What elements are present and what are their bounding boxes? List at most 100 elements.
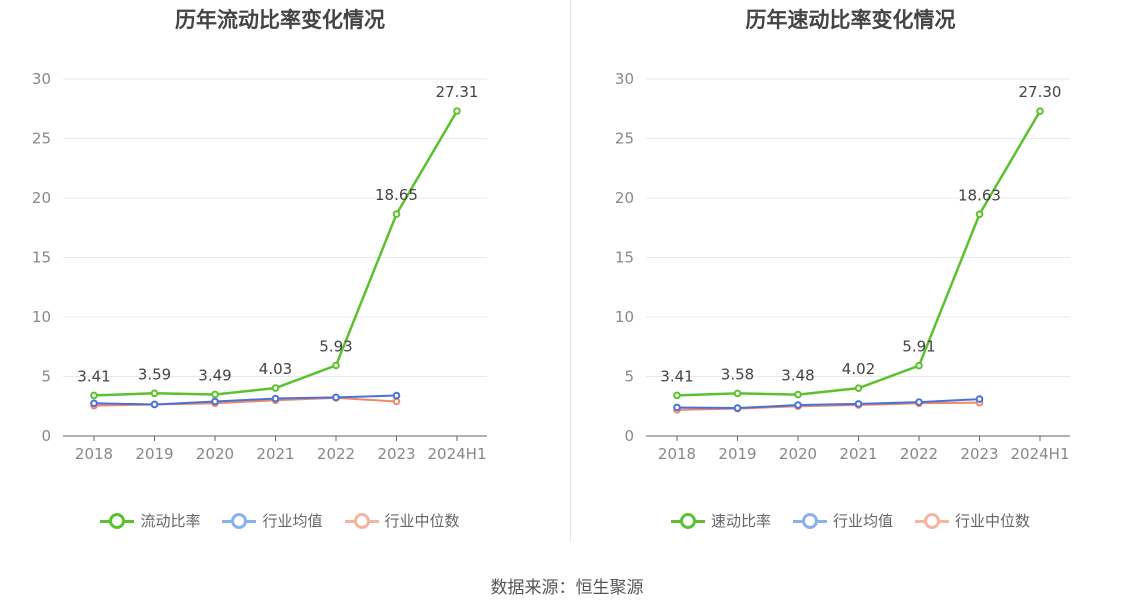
x-tick-label: 2020 [779, 445, 817, 463]
data-label: 3.58 [721, 365, 754, 383]
x-tick-label: 2022 [900, 445, 938, 463]
legend-line-icon [100, 512, 135, 529]
data-source-note: 数据来源：恒生聚源 [490, 578, 644, 598]
series-line-1 [676, 398, 980, 410]
data-point [90, 399, 98, 408]
chart-panel-current-ratio: 历年流动比率变化情况 0 5 10 15 20 25 30 2018 2019 2020 2021 2… [0, 0, 567, 550]
data-point [392, 391, 401, 400]
data-point [673, 391, 681, 400]
chart-panel-quick-ratio: 历年速动比率变化情况 0 5 10 15 20 25 30 2018 2019 2020 2021 2… [567, 0, 1134, 550]
x-tick-label: 2019 [718, 445, 756, 463]
legend-label: 流动比率 [140, 512, 201, 530]
legend-item-industry-median[interactable]: 行业中位数 [344, 510, 460, 531]
data-label: 3.49 [198, 366, 231, 384]
data-point [392, 397, 401, 406]
data-label: 4.02 [842, 360, 875, 378]
data-point [794, 401, 802, 409]
data-point [332, 361, 340, 370]
data-point [915, 361, 923, 370]
series-line-0 [93, 110, 459, 397]
data-label: 3.41 [660, 367, 693, 385]
y-tick-label: 15 [32, 249, 51, 267]
y-tick-label: 10 [615, 308, 634, 326]
x-tick-label: 2020 [196, 445, 234, 463]
series-line-1 [93, 394, 397, 406]
legend-line-icon [222, 512, 257, 529]
legend-label: 速动比率 [710, 512, 771, 530]
data-label: 5.93 [319, 337, 352, 355]
legend-item-industry-avg[interactable]: 行业均值 [792, 510, 893, 531]
y-tick-label: 0 [624, 427, 634, 445]
legend-line-icon [670, 512, 705, 529]
legend-line-icon [915, 512, 949, 529]
data-point [271, 394, 280, 403]
x-tick-label: 2022 [317, 445, 355, 463]
chart-title: 历年速动比率变化情况 [745, 8, 956, 32]
data-label: 27.31 [436, 83, 479, 101]
panel-divider [570, 0, 571, 542]
data-label: 3.48 [781, 367, 814, 385]
legend-label: 行业均值 [832, 512, 893, 530]
legend-line-icon [344, 512, 379, 529]
data-point [332, 393, 340, 402]
legend-item-primary[interactable]: 流动比率 [100, 510, 200, 531]
legend-item-primary[interactable]: 速动比率 [670, 510, 771, 531]
legend: 速动比率 行业均值 行业中位数 [567, 510, 1134, 531]
x-tick-label: 2023 [377, 445, 415, 463]
y-tick-label: 0 [41, 427, 51, 445]
data-point [271, 384, 280, 392]
x-tick-label: 2021 [256, 445, 294, 463]
quick-ratio-chart: 0 5 10 15 20 25 30 2018 2019 2020 2021 2022 2023 2024… [615, 70, 1070, 463]
data-label: 4.03 [259, 360, 292, 378]
data-point [90, 391, 98, 400]
data-label: 27.30 [1019, 83, 1062, 101]
data-point [854, 384, 863, 392]
x-tick-label: 2024H1 [1011, 445, 1070, 463]
data-label: 18.63 [958, 186, 1001, 204]
x-tick-label: 2024H1 [428, 445, 487, 463]
data-point [211, 397, 219, 406]
legend-item-industry-median[interactable]: 行业中位数 [915, 510, 1030, 531]
legend-label: 行业中位数 [955, 512, 1031, 530]
data-label: 5.91 [902, 338, 935, 356]
legend: 流动比率 行业均值 行业中位数 [0, 510, 560, 531]
y-tick-label: 20 [32, 189, 51, 207]
data-point [1036, 107, 1044, 115]
y-tick-label: 25 [615, 130, 634, 148]
data-point [733, 404, 742, 412]
data-point [854, 400, 863, 408]
y-tick-label: 30 [615, 70, 634, 88]
data-label: 3.41 [77, 367, 110, 385]
data-point [453, 107, 461, 115]
data-point [794, 390, 802, 399]
current-ratio-chart: 0 5 10 15 20 25 30 2018 2019 2020 2021 2022 2023 2024… [32, 70, 487, 463]
legend-line-icon [792, 512, 827, 529]
x-tick-label: 2019 [135, 445, 173, 463]
legend-label: 行业均值 [262, 512, 323, 530]
x-tick-label: 2021 [839, 445, 877, 463]
y-tick-label: 25 [32, 130, 51, 148]
data-point [211, 390, 219, 399]
y-tick-label: 20 [615, 189, 634, 207]
data-point [975, 395, 984, 403]
series-line-0 [676, 110, 1042, 397]
legend-item-industry-avg[interactable]: 行业均值 [222, 510, 323, 531]
legend-label: 行业中位数 [384, 512, 460, 530]
y-tick-label: 5 [41, 368, 51, 386]
data-point [975, 210, 984, 219]
x-tick-label: 2018 [658, 445, 696, 463]
data-point [915, 398, 923, 406]
y-tick-label: 10 [32, 308, 51, 326]
data-label: 18.65 [375, 186, 418, 204]
y-tick-label: 30 [32, 70, 51, 88]
data-point [150, 400, 159, 409]
data-label: 3.59 [138, 365, 171, 383]
chart-title: 历年流动比率变化情况 [175, 8, 385, 32]
x-tick-label: 2018 [75, 445, 113, 463]
y-tick-label: 5 [624, 368, 634, 386]
data-point [673, 403, 681, 412]
data-point [150, 389, 159, 398]
data-point [392, 210, 401, 218]
x-tick-label: 2023 [960, 445, 998, 463]
data-point [733, 389, 742, 398]
